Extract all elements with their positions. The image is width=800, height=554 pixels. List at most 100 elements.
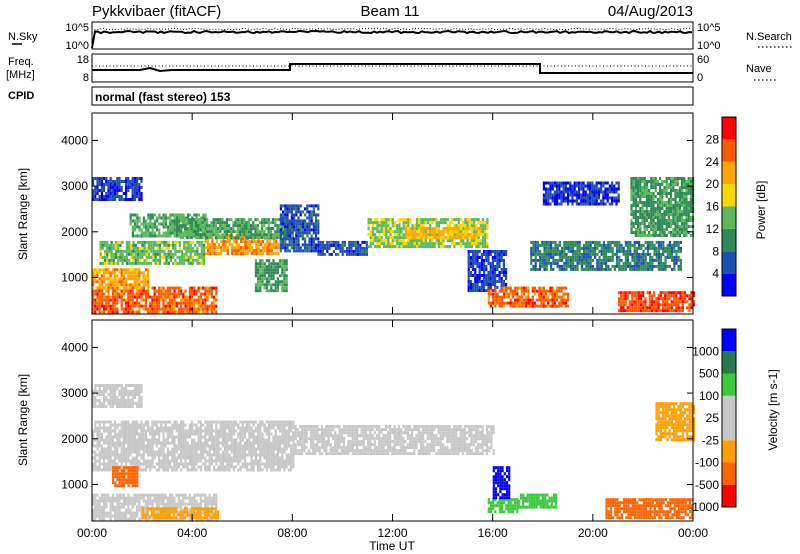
data-cell [204,310,207,314]
data-cell [109,274,112,278]
data-cell [476,277,479,280]
data-cell [288,204,291,208]
data-cell [310,204,313,208]
data-cell [202,255,206,259]
data-cell [312,246,315,250]
data-cell [125,198,128,201]
data-cell [254,236,257,240]
data-cell [455,227,458,231]
data-cell [257,252,260,256]
data-cell [103,183,106,186]
data-cell [560,193,563,197]
data-cell [469,283,472,286]
data-cell [485,277,488,280]
data-cell [633,243,636,247]
data-cell [529,304,532,308]
data-cell [147,274,150,278]
data-cell [369,242,372,246]
data-cell [496,265,499,268]
data-cell [462,233,465,237]
data-cell [578,258,581,262]
data-cell [667,204,670,207]
data-cell [367,221,370,225]
data-cell [196,240,199,244]
data-cell [631,258,634,262]
data-cell [563,255,566,259]
data-cell [306,246,309,250]
data-cell [637,231,640,234]
data-cell [183,255,186,259]
data-cell [127,177,130,180]
data-cell [129,180,132,183]
data-cell [107,186,110,189]
data-cell [547,304,550,308]
data-cell [677,297,680,301]
data-cell [637,228,640,231]
data-cell [150,261,153,265]
data-cell [500,280,503,283]
data-cell [569,255,572,259]
data-cell [231,252,234,256]
data-cell [665,195,668,198]
data-cell [679,306,682,310]
data-cell [642,306,645,310]
data-cell [223,224,226,228]
data-cell [136,493,139,497]
data-cell [111,286,114,290]
data-cell [666,306,669,310]
data-cell [480,262,483,265]
data-cell [679,267,682,271]
data-cell [618,246,621,250]
data-cell [575,193,578,197]
data-cell [107,277,110,281]
data-cell [107,292,110,296]
data-cell [181,221,184,225]
data-cell [503,295,506,299]
data-cell [317,249,320,253]
data-cell [139,255,142,259]
data-cell [648,192,651,195]
data-cell [235,249,238,253]
data-cell [109,298,112,302]
data-cell [545,187,548,191]
data-cell [589,196,592,200]
data-cell [175,225,178,229]
data-cell [422,230,425,234]
data-cell [630,207,633,210]
data-cell [484,227,487,231]
data-cell [413,236,416,240]
data-cell [511,304,515,308]
data-cell [243,233,246,237]
data-cell [549,298,552,302]
data-cell [99,261,102,265]
data-cell [164,231,167,235]
data-cell [545,264,548,268]
data-cell [637,177,640,180]
data-cell [640,261,643,265]
data-cell [487,289,490,293]
data-cell [120,493,123,497]
data-cell [556,249,559,253]
data-cell [306,249,309,253]
data-cell [560,304,563,308]
data-cell [676,231,679,234]
data-cell [241,233,244,237]
data-cell [440,233,443,237]
data-cell [478,286,481,289]
data-cell [674,216,677,219]
data-cell [133,514,136,518]
data-cell [511,295,515,299]
data-cell [637,291,640,295]
data-cell [582,190,585,194]
data-cell [624,294,627,298]
data-cell [348,240,351,244]
data-cell [263,218,266,222]
data-cell [122,286,125,290]
data-cell [645,219,648,222]
data-cell [179,236,182,240]
data-cell [140,511,143,515]
data-cell [440,221,443,225]
data-cell [169,307,172,311]
data-cell [133,493,136,497]
data-cell [129,286,132,290]
